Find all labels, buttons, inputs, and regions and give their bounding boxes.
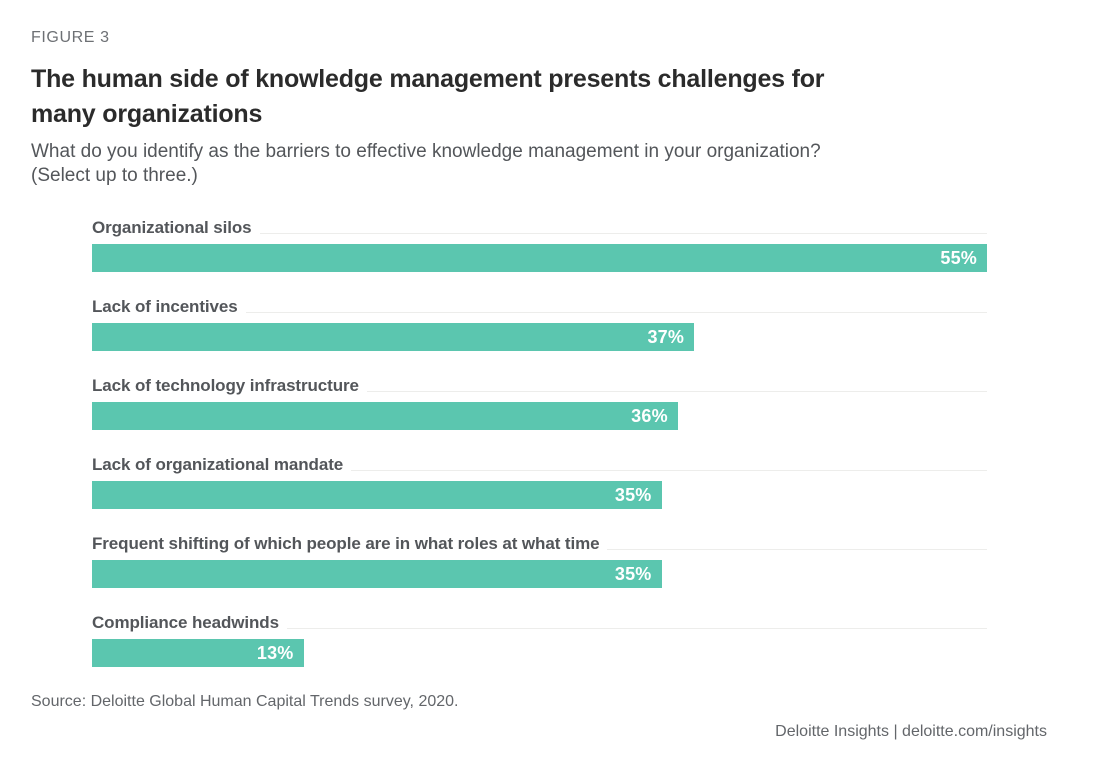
bar: 37% [92, 323, 695, 351]
bar: 35% [92, 560, 662, 588]
label-baseline-rule [286, 628, 987, 629]
label-baseline-rule [366, 391, 987, 392]
bar-label-line: Lack of incentives [92, 297, 987, 317]
bar-label-line: Compliance headwinds [92, 613, 987, 633]
bar-category-label: Lack of technology infrastructure [92, 376, 359, 395]
bar-value-label: 37% [647, 326, 685, 347]
bar-row: Organizational silos 55% [92, 218, 987, 272]
bar-category-label: Organizational silos [92, 218, 252, 237]
bar-value-label: 35% [614, 484, 652, 505]
bar: 36% [92, 402, 678, 430]
bar-label-line: Organizational silos [92, 218, 987, 238]
bar-row: Lack of incentives 37% [92, 297, 987, 351]
bar-value-label: 35% [614, 563, 652, 584]
figure-number-label: FIGURE 3 [31, 29, 110, 46]
bar: 35% [92, 481, 662, 509]
chart-title: The human side of knowledge management p… [31, 65, 825, 128]
label-baseline-rule [245, 312, 987, 313]
bar-row: Lack of technology infrastructure 36% [92, 376, 987, 430]
source-note: Source: Deloitte Global Human Capital Tr… [31, 693, 459, 710]
bar-row: Frequent shifting of which people are in… [92, 534, 987, 588]
bar-label-line: Frequent shifting of which people are in… [92, 534, 987, 554]
bar: 13% [92, 639, 304, 667]
bar-category-label: Lack of organizational mandate [92, 455, 344, 474]
label-baseline-rule [259, 233, 987, 234]
chart-subtitle: What do you identify as the barriers to … [31, 140, 1047, 188]
bar-value-label: 36% [631, 405, 668, 426]
bar: 55% [92, 244, 987, 272]
survey-instruction: (Select up to three.) [31, 165, 198, 186]
bar-category-label: Lack of incentives [92, 297, 238, 316]
bar-category-label: Compliance headwinds [92, 613, 279, 632]
bar-row: Compliance headwinds 13% [92, 613, 987, 667]
bar-value-label: 55% [940, 247, 977, 268]
label-baseline-rule [351, 470, 987, 471]
label-baseline-rule [607, 549, 987, 550]
bar-category-label: Frequent shifting of which people are in… [92, 534, 600, 553]
bar-label-line: Lack of organizational mandate [92, 455, 987, 475]
bar-label-line: Lack of technology infrastructure [92, 376, 987, 396]
survey-question: What do you identify as the barriers to … [31, 141, 821, 162]
bar-chart: Organizational silos 55% Lack of incenti… [92, 218, 987, 667]
bar-row: Lack of organizational mandate 35% [92, 455, 987, 509]
deloitte-insights-attribution: Deloitte Insights | deloitte.com/insight… [775, 723, 1047, 740]
bar-value-label: 13% [256, 642, 294, 663]
